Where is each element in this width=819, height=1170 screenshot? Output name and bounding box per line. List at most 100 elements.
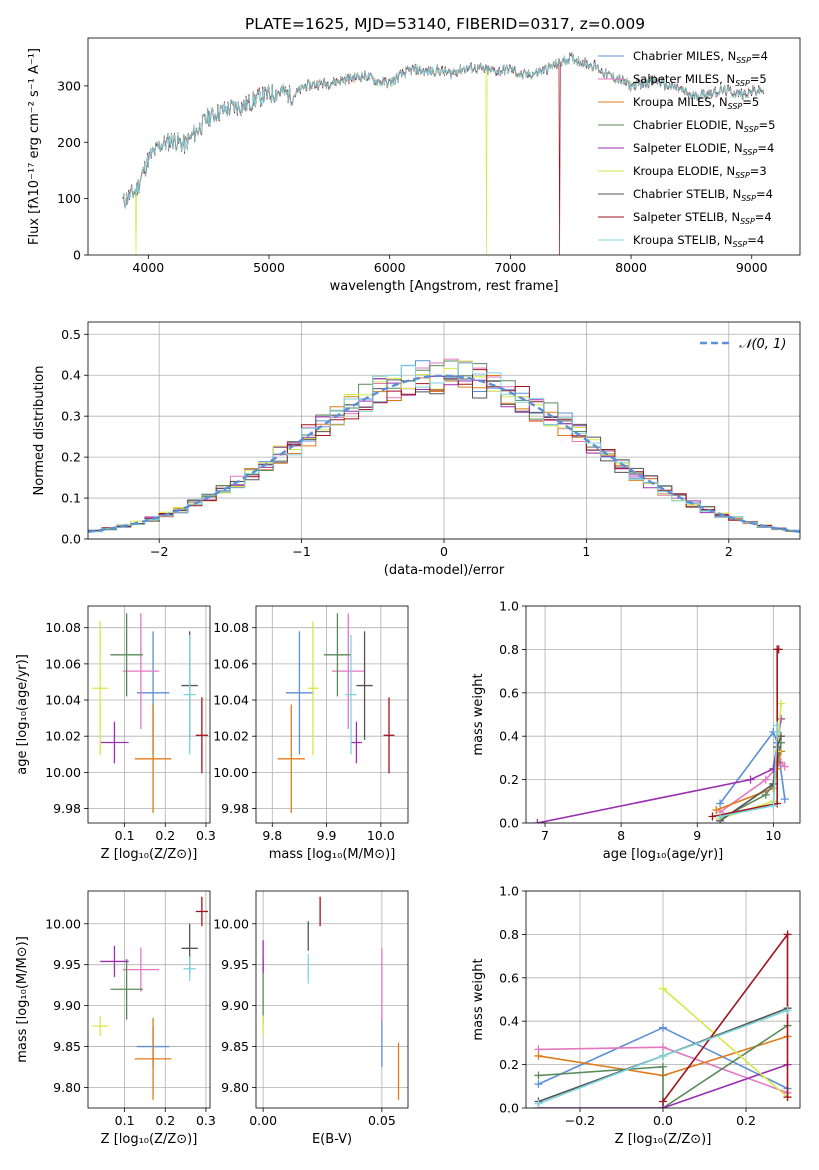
x-tick-label: 0.2 [736, 1113, 756, 1128]
weight-marker [534, 1099, 543, 1108]
axes-frame [87, 37, 801, 256]
x-axis-label: Z [log₁₀(Z/Z⊙)] [101, 847, 198, 862]
weight-line-4 [538, 1063, 788, 1108]
x-tick-label: 0.3 [196, 1113, 216, 1128]
y-tick-label: 1.0 [499, 884, 519, 899]
weight-marker [534, 1051, 543, 1060]
x-tick-label: 5000 [253, 260, 285, 275]
weight-marker [783, 930, 792, 939]
weight-vs-metallicity-panel: −0.2 0.0 0.2 0.0 0.2 0.4 0.6 0.8 1.0 Z [log₁₀(Z/Z… [471, 884, 801, 1147]
errorbar-point-8 [345, 634, 357, 755]
weight-marker [774, 645, 783, 654]
x-tick-label: 0.05 [368, 1113, 396, 1128]
errorbar-point-8 [183, 956, 196, 982]
axes-frame [87, 321, 801, 540]
weight-line-0 [719, 730, 786, 804]
weight-marker [780, 762, 789, 771]
weight-marker [659, 1023, 667, 1032]
weight-marker [659, 984, 667, 993]
weight-line-5 [662, 987, 789, 1098]
x-tick-label: −2 [150, 544, 168, 559]
errorbar-point-1 [122, 613, 160, 729]
x-axis-label: mass [log₁₀(M/M⊙)] [269, 847, 396, 862]
x-tick-label: 0 [440, 544, 448, 559]
spectrum-line-8 [122, 53, 765, 208]
y-tick-label: 10.06 [45, 656, 81, 671]
age-vs-metallicity-panel: 0.1 0.2 0.3 9.98 10.00 10.02 10.04 10.06 10.08 Z … [15, 605, 216, 862]
weight-marker [746, 775, 755, 784]
y-axis-label: Normed distribution [32, 366, 47, 496]
errorbar-point-7 [195, 697, 208, 774]
y-tick-label: 9.80 [221, 1080, 249, 1095]
plot-area [262, 896, 400, 1100]
normal-reference-curve [88, 374, 800, 533]
x-tick-label: 10.0 [367, 828, 395, 843]
legend-entry: 𝒩(0, 1) [739, 337, 786, 352]
weight-marker [776, 732, 785, 741]
weight-marker [776, 699, 785, 708]
y-tick-label: 0.0 [499, 816, 519, 831]
legend-entry: Chabrier MILES, NSSP=4 [633, 49, 768, 65]
legend-entry: Kroupa STELIB, NSSP=4 [633, 233, 764, 249]
plot-area [92, 896, 208, 1100]
y-tick-label: 0.0 [61, 532, 81, 547]
errorbar-point-4 [100, 721, 129, 764]
weight-marker [783, 1093, 792, 1102]
y-tick-label: 9.80 [53, 1080, 81, 1095]
errorbar-point-7 [195, 896, 208, 927]
weight-marker [783, 1006, 792, 1015]
x-axis-label: Z [log₁₀(Z/Z⊙)] [615, 1132, 712, 1147]
legend-entry: Chabrier STELIB, NSSP=4 [633, 187, 773, 203]
y-tick-label: 0.8 [499, 927, 519, 942]
x-tick-label: 0.00 [249, 1113, 277, 1128]
axes-frame [87, 890, 211, 1109]
y-tick-label: 1.0 [499, 599, 519, 614]
x-tick-label: 9.8 [262, 828, 282, 843]
y-tick-label: 0.6 [499, 970, 519, 985]
errorbar-point-1 [122, 947, 160, 992]
weight-marker [534, 1071, 543, 1080]
histogram-step-8 [88, 362, 800, 533]
y-axis-label: mass weight [471, 958, 486, 1040]
axes-frame [255, 890, 409, 1109]
weight-marker [534, 1080, 543, 1089]
x-tick-label: 0.2 [155, 1113, 175, 1128]
errorbar-point-5 [307, 621, 319, 756]
weight-vs-age-panel: 7 8 9 10 0.0 0.2 0.4 0.6 0.8 1.0 age [log₁₀(age/yr… [471, 599, 801, 862]
weight-marker [761, 790, 770, 799]
plot-area [122, 51, 765, 255]
legend-entry: Salpeter ELODIE, NSSP=4 [633, 141, 774, 157]
y-tick-label: 0.4 [61, 368, 81, 383]
x-tick-label: 6000 [374, 260, 406, 275]
x-tick-label: 4000 [132, 260, 164, 275]
weight-marker [776, 714, 785, 723]
y-tick-label: 9.85 [53, 1039, 81, 1054]
y-tick-label: 0.2 [499, 772, 519, 787]
y-tick-label: 9.95 [53, 957, 81, 972]
histogram-step-7 [88, 369, 800, 532]
y-tick-label: 9.90 [53, 998, 81, 1013]
weight-marker [780, 795, 789, 804]
y-tick-label: 10.00 [45, 916, 81, 931]
spectrum-panel: 4000 5000 6000 7000 8000 9000 0 100 200 300 wavele… [27, 37, 801, 294]
y-tick-label: 10.04 [45, 693, 81, 708]
weight-marker [659, 1097, 667, 1106]
x-tick-label: 0.2 [155, 828, 175, 843]
x-tick-label: 0.1 [115, 828, 135, 843]
axes-frame [87, 605, 211, 824]
axes-frame [525, 605, 801, 824]
x-axis-label: E(B-V) [312, 1132, 352, 1147]
y-tick-label: 10.00 [213, 765, 249, 780]
axes-frame [525, 890, 801, 1109]
y-tick-label: 0 [73, 248, 81, 263]
plot-area [277, 613, 395, 814]
errorbar-point-2 [134, 704, 172, 814]
x-tick-label: 7 [541, 828, 549, 843]
x-axis-label: Z [log₁₀(Z/Z⊙)] [101, 1132, 198, 1147]
y-tick-label: 0.0 [499, 1101, 519, 1116]
errorbar-point-3 [110, 958, 143, 1020]
weight-marker [769, 779, 778, 788]
errorbar-point-8 [183, 634, 196, 755]
x-tick-label: 0.1 [115, 1113, 135, 1128]
